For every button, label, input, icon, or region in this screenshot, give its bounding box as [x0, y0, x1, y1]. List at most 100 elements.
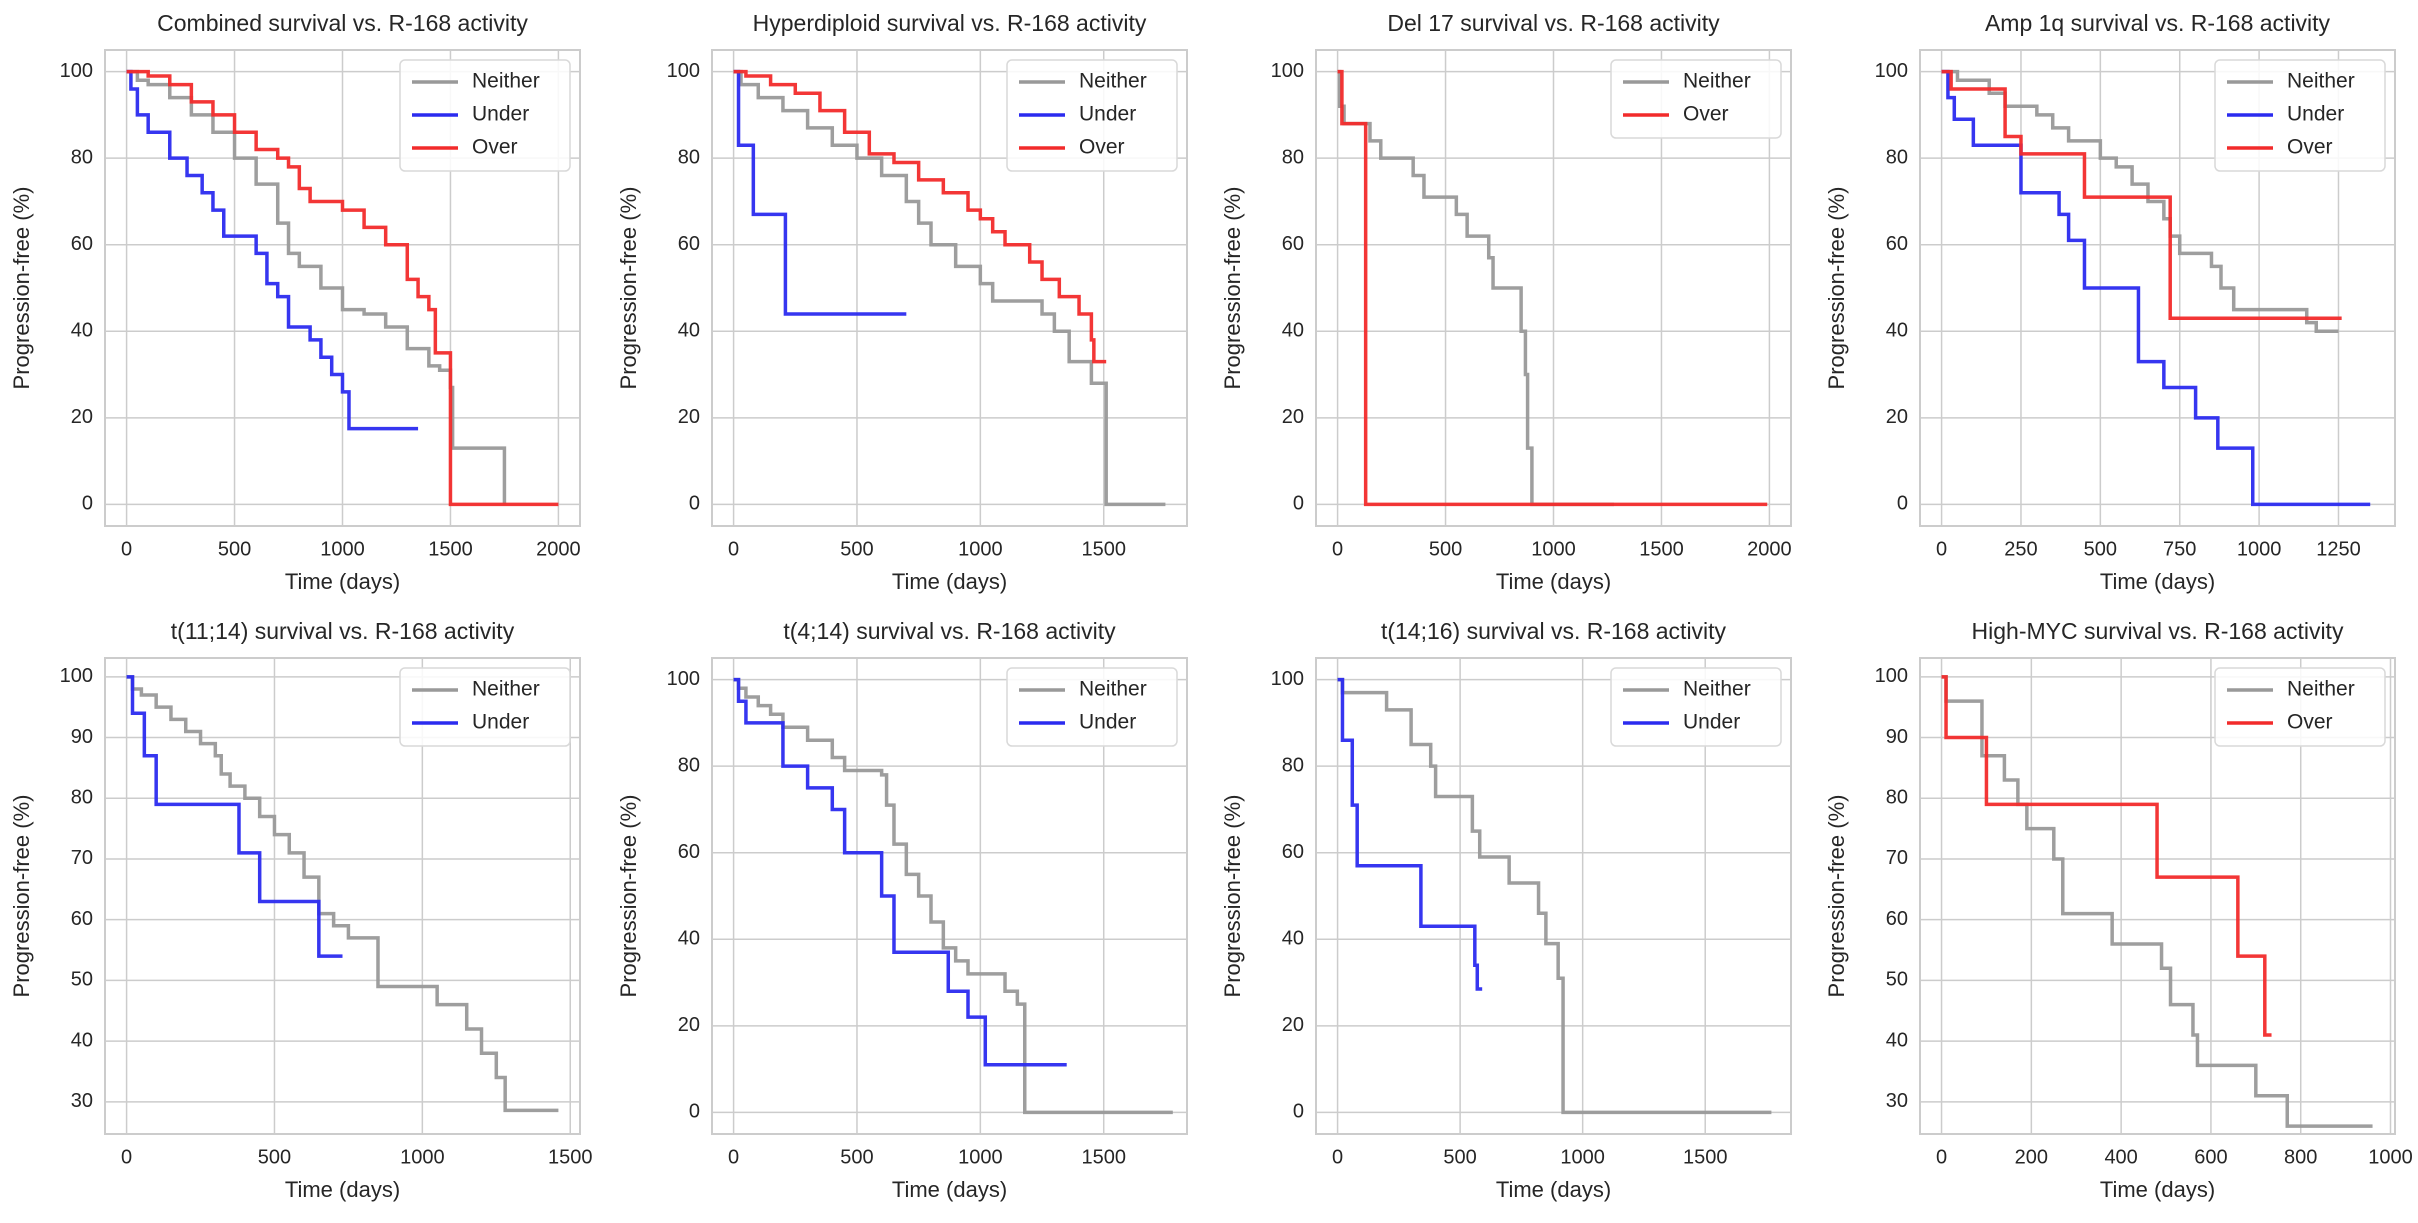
y-axis-label: Progression-free (%): [9, 187, 34, 390]
survival-curve: [1941, 675, 2272, 1037]
x-axis-label: Time (days): [2100, 1177, 2215, 1202]
legend-label: Under: [472, 711, 529, 734]
y-tick-label: 40: [71, 320, 93, 342]
x-axis-label: Time (days): [285, 569, 400, 594]
axes-frame: [711, 657, 1188, 1135]
y-tick-label: 40: [1886, 1029, 1908, 1051]
survival-curve: [126, 675, 559, 1113]
y-tick-label: 90: [1886, 726, 1908, 748]
y-axis-label: Progression-free (%): [616, 187, 641, 390]
survival-curve: [733, 69, 1107, 364]
legend-box: [2214, 667, 2386, 747]
survival-curve: [1941, 675, 2373, 1128]
y-tick-label: 0: [689, 1101, 700, 1123]
survival-curve: [1941, 69, 2339, 334]
legend-label: Over: [2287, 711, 2333, 734]
x-tick-label: 0: [1936, 1146, 1947, 1168]
y-tick-label: 0: [689, 493, 700, 515]
x-tick-label: 1500: [1081, 538, 1126, 560]
y-axis-label: Progression-free (%): [1824, 795, 1849, 998]
y-tick-label: 100: [667, 60, 700, 82]
y-axis-label: Progression-free (%): [1824, 187, 1849, 390]
x-tick-label: 600: [2194, 1146, 2227, 1168]
survival-curve: [126, 69, 419, 431]
survival-curve: [1337, 677, 1483, 991]
y-tick-label: 100: [1271, 60, 1304, 82]
legend-label: Neither: [472, 70, 540, 93]
legend-box: [1006, 59, 1178, 172]
x-tick-label: 1000: [958, 538, 1003, 560]
x-tick-label: 0: [1332, 1146, 1343, 1168]
subplot: 0 250 500 750 1000 1250 0 20 40 60 80 100 Amp 1q sur…: [1824, 10, 2396, 594]
x-tick-label: 400: [2104, 1146, 2137, 1168]
legend-box: [399, 667, 571, 747]
x-tick-label: 500: [258, 1146, 291, 1168]
legend-label: Under: [1683, 711, 1740, 734]
axes-frame: [104, 657, 581, 1135]
x-tick-label: 1000: [1560, 1146, 1605, 1168]
x-tick-label: 1500: [1683, 1146, 1728, 1168]
y-tick-label: 70: [1886, 847, 1908, 869]
y-tick-label: 30: [1886, 1090, 1908, 1112]
y-tick-label: 80: [678, 754, 700, 776]
subplot-title: Amp 1q survival vs. R-168 activity: [1985, 10, 2331, 36]
x-tick-label: 0: [1936, 538, 1947, 560]
y-tick-label: 40: [1886, 320, 1908, 342]
x-tick-label: 1500: [1081, 1146, 1126, 1168]
legend-label: Neither: [1683, 70, 1751, 93]
subplot-title: Hyperdiploid survival vs. R-168 activity: [753, 10, 1147, 36]
y-tick-label: 100: [1875, 60, 1908, 82]
legend-box: [2214, 59, 2386, 172]
y-tick-label: 60: [71, 908, 93, 930]
legend-label: Neither: [1079, 678, 1147, 701]
subplot-title: t(4;14) survival vs. R-168 activity: [783, 618, 1116, 644]
legend-label: Under: [1079, 103, 1136, 126]
x-tick-label: 1000: [958, 1146, 1003, 1168]
y-tick-label: 20: [1282, 1014, 1304, 1036]
y-tick-label: 70: [71, 847, 93, 869]
legend-box: [1006, 667, 1178, 747]
y-tick-label: 0: [1293, 1101, 1304, 1123]
y-axis-label: Progression-free (%): [1220, 187, 1245, 390]
x-axis-label: Time (days): [1496, 1177, 1611, 1202]
y-tick-label: 20: [678, 1014, 700, 1036]
x-tick-label: 2000: [536, 538, 581, 560]
y-axis-label: Progression-free (%): [1220, 795, 1245, 998]
y-tick-label: 20: [1886, 406, 1908, 428]
axes-frame: [1919, 49, 2396, 527]
x-tick-label: 500: [218, 538, 251, 560]
x-axis-label: Time (days): [285, 1177, 400, 1202]
y-tick-label: 80: [71, 787, 93, 809]
subplot: 0 200 400 600 800 1000 30 40 50 60 70 80 90 100 High-M…: [1824, 618, 2413, 1202]
x-axis-label: Time (days): [1496, 569, 1611, 594]
x-axis-label: Time (days): [2100, 569, 2215, 594]
y-tick-label: 30: [71, 1090, 93, 1112]
x-tick-label: 0: [728, 1146, 739, 1168]
legend-label: Under: [2287, 103, 2344, 126]
y-tick-label: 80: [1282, 146, 1304, 168]
survival-curve: [1941, 69, 2371, 507]
x-tick-label: 0: [728, 538, 739, 560]
legend-label: Over: [2287, 136, 2333, 159]
axes-frame: [711, 49, 1188, 527]
legend-label: Neither: [1683, 678, 1751, 701]
subplot: 0 500 1000 1500 2000 0 20 40 60 80 100 Combined sur…: [9, 10, 581, 594]
survival-curve: [733, 69, 907, 316]
axes-frame: [1315, 49, 1792, 527]
y-tick-label: 20: [1282, 406, 1304, 428]
axes-frame: [1919, 657, 2396, 1135]
x-tick-label: 1500: [428, 538, 473, 560]
subplot-title: Del 17 survival vs. R-168 activity: [1387, 10, 1720, 36]
y-axis-label: Progression-free (%): [616, 795, 641, 998]
x-tick-label: 1250: [2316, 538, 2361, 560]
x-tick-label: 250: [2004, 538, 2037, 560]
y-tick-label: 40: [1282, 928, 1304, 950]
y-tick-label: 40: [1282, 320, 1304, 342]
y-tick-label: 40: [71, 1029, 93, 1051]
y-tick-label: 60: [71, 233, 93, 255]
y-tick-label: 80: [71, 146, 93, 168]
subplot: 0 500 1000 1500 0 20 40 60 80 100 t(4;14) survival…: [616, 618, 1188, 1202]
y-tick-label: 60: [678, 841, 700, 863]
legend-label: Neither: [2287, 678, 2355, 701]
